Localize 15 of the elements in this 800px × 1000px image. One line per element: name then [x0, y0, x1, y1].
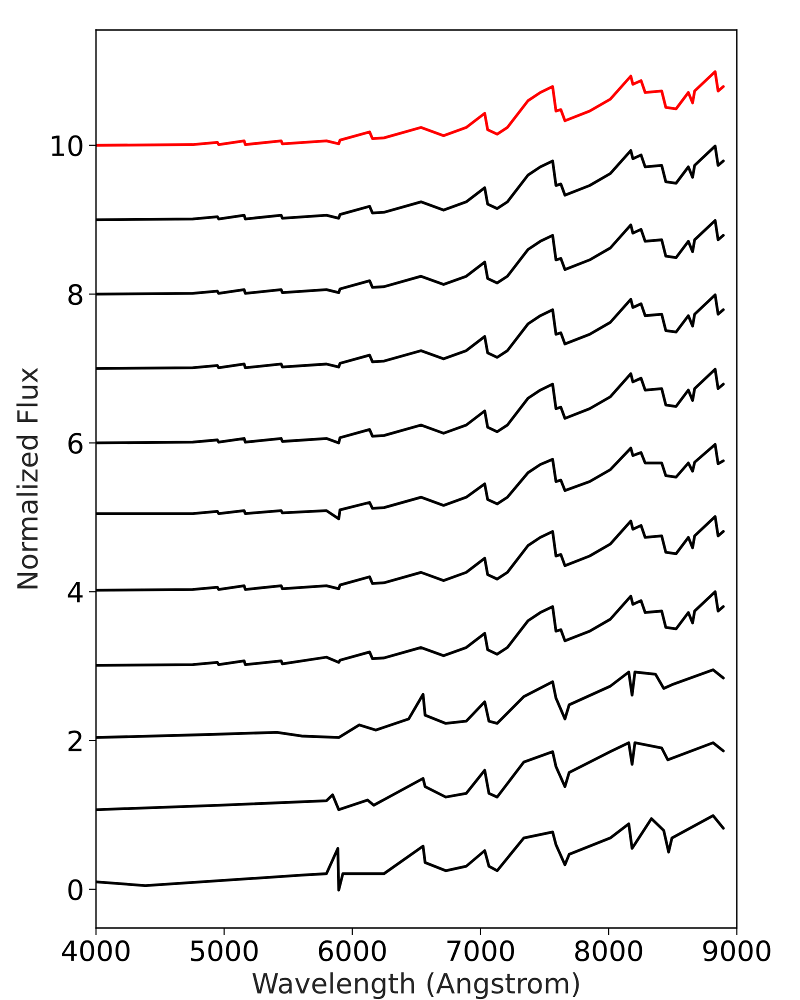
x-axis-title: Wavelength (Angstrom): [252, 972, 579, 1000]
y-tick-label: 0: [68, 879, 82, 900]
x-tick-label: 8000: [575, 940, 642, 962]
x-tick-label: 6000: [318, 940, 386, 962]
line-series: [96, 70, 725, 147]
x-tick-label: 9000: [703, 940, 770, 962]
y-tick-label: 4: [68, 582, 83, 602]
x-tick-label: 7000: [447, 940, 514, 962]
x-tick-label: 4000: [62, 940, 130, 962]
y-tick-label: 10: [52, 135, 82, 156]
y-axis-title: Normalized Flux: [16, 368, 38, 588]
x-tick-label: 5000: [190, 940, 258, 962]
y-tick-label: 2: [68, 730, 82, 752]
y-tick-label: 6: [68, 432, 82, 454]
y-tick-label: 8: [68, 284, 82, 306]
